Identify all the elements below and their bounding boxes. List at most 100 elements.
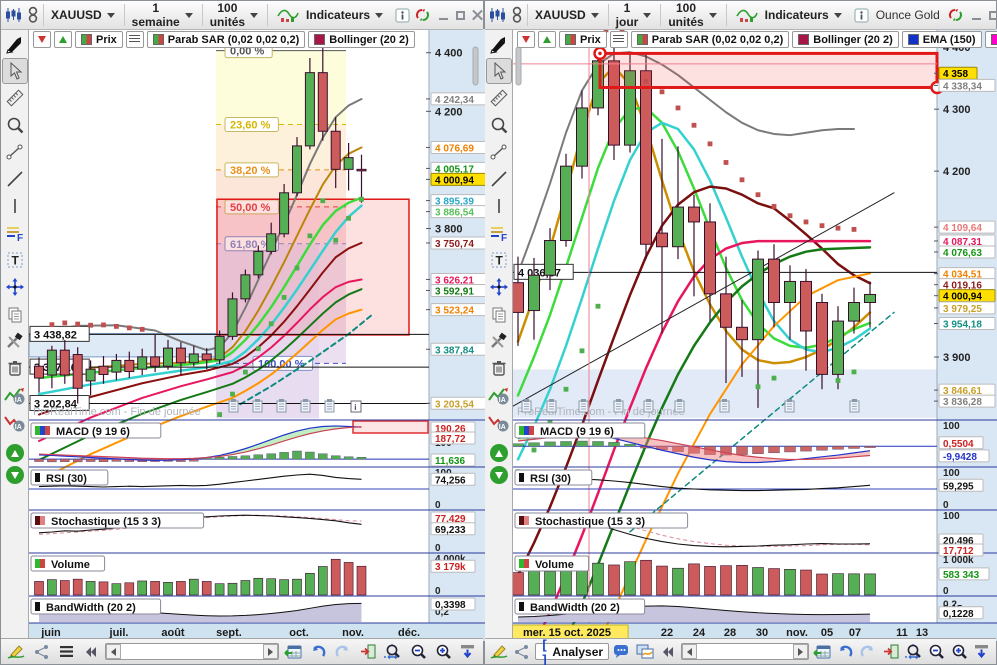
tool-segment[interactable] <box>486 139 512 165</box>
share-icon[interactable] <box>30 642 52 662</box>
badge-expand-down[interactable] <box>489 466 508 484</box>
collapse-left-icon[interactable] <box>80 642 102 662</box>
tool-ia-bullish[interactable]: IA <box>2 382 28 408</box>
tool-delete[interactable] <box>2 355 28 381</box>
tool-draw-pencil[interactable] <box>2 31 28 57</box>
tool-trend-line[interactable] <box>486 166 512 192</box>
symbol-dropdown[interactable]: XAUUSD <box>43 4 122 26</box>
timeframe-dropdown[interactable]: 1 jour <box>607 1 659 29</box>
legend-chip[interactable]: Bollinger (20 2) <box>308 31 415 48</box>
legend-chip[interactable]: EMA (150) <box>901 31 982 48</box>
highlight-pencil-icon[interactable] <box>489 642 509 662</box>
scroll-left-button[interactable] <box>681 644 697 659</box>
tool-fibonacci[interactable]: F <box>486 220 512 246</box>
symbol-dropdown[interactable]: XAUUSD <box>527 4 606 26</box>
tool-vertical-line[interactable] <box>486 193 512 219</box>
zoom-range-icon[interactable] <box>904 642 924 662</box>
price-chart-weekly[interactable]: 0,00 %23,60 %38,20 %50,00 %61,80 %100,00… <box>1 29 485 641</box>
analyser-button[interactable]: [ ] Analyser <box>534 637 610 665</box>
tool-ia-bearish[interactable]: IA <box>2 409 28 435</box>
undo-icon[interactable] <box>307 642 329 662</box>
units-dropdown[interactable]: 100 unités <box>201 1 265 29</box>
horizontal-scrollbar[interactable] <box>680 643 810 660</box>
zoom-in-icon[interactable] <box>949 642 969 662</box>
detach-icon[interactable] <box>881 642 901 662</box>
tool-ruler[interactable] <box>2 85 28 111</box>
indicators-dropdown[interactable]: Indicateurs <box>267 4 390 26</box>
tool-delete[interactable] <box>486 355 512 381</box>
link-icon[interactable] <box>509 3 525 27</box>
scroll-left-button[interactable] <box>106 644 121 659</box>
legend-chip[interactable]: Bollinger (20 2) <box>792 31 899 48</box>
chat-icon[interactable] <box>612 642 632 662</box>
zoom-in-icon[interactable] <box>432 642 454 662</box>
windows-icon[interactable] <box>635 642 655 662</box>
tool-fibonacci[interactable]: F <box>2 220 28 246</box>
tool-settings[interactable] <box>486 328 512 354</box>
tool-trend-line[interactable] <box>2 166 28 192</box>
share-icon[interactable] <box>512 642 532 662</box>
calendar-icon[interactable] <box>282 642 304 662</box>
refresh-icon[interactable] <box>413 3 432 27</box>
tool-move[interactable] <box>2 274 28 300</box>
zoom-out-icon[interactable] <box>926 642 946 662</box>
legend-chip[interactable]: Prix <box>559 31 607 48</box>
tool-select-cursor[interactable] <box>1 58 28 84</box>
go-to-last-icon[interactable] <box>457 642 479 662</box>
candlestick-style-icon[interactable] <box>4 3 23 27</box>
go-to-last-icon[interactable] <box>972 642 992 662</box>
minimize-button[interactable] <box>438 10 449 21</box>
close-button[interactable] <box>472 10 483 21</box>
arrow-up-icon[interactable] <box>538 31 556 48</box>
arrow-down-icon[interactable] <box>517 31 535 48</box>
tool-move[interactable] <box>486 274 512 300</box>
units-dropdown[interactable]: 100 unités <box>660 1 723 29</box>
arrow-down-icon[interactable] <box>33 31 51 48</box>
scroll-right-button[interactable] <box>263 644 278 659</box>
legend-chip[interactable]: Parab SAR (0,02 0,02 0,2) <box>630 31 790 48</box>
tool-zoom[interactable] <box>486 112 512 138</box>
maximize-button[interactable] <box>455 10 466 21</box>
info-icon[interactable] <box>853 3 870 27</box>
tool-segment[interactable] <box>2 139 28 165</box>
candlestick-style-icon[interactable] <box>488 3 507 27</box>
detach-icon[interactable] <box>357 642 379 662</box>
zoom-out-icon[interactable] <box>407 642 429 662</box>
minimize-button[interactable] <box>971 10 982 21</box>
tool-select-cursor[interactable] <box>485 58 512 84</box>
tool-ruler[interactable] <box>486 85 512 111</box>
legend-chip[interactable]: Prix <box>75 31 123 48</box>
tool-duplicate[interactable] <box>486 301 512 327</box>
arrow-up-icon[interactable] <box>54 31 72 48</box>
tool-settings[interactable] <box>2 328 28 354</box>
redo-icon[interactable] <box>858 642 878 662</box>
scroll-right-button[interactable] <box>793 644 809 659</box>
collapse-left-icon[interactable] <box>658 642 678 662</box>
menu-icon[interactable] <box>55 642 77 662</box>
list-icon[interactable] <box>609 31 628 48</box>
link-icon[interactable] <box>25 3 41 27</box>
zoom-range-icon[interactable] <box>382 642 404 662</box>
horizontal-scrollbar[interactable] <box>105 643 279 660</box>
badge-expand-up[interactable] <box>489 444 508 462</box>
tool-vertical-line[interactable] <box>2 193 28 219</box>
legend-chip[interactable]: Parab SAR (0,02 0,02 0,2) <box>146 31 306 48</box>
tool-zoom[interactable] <box>2 112 28 138</box>
badge-expand-up[interactable] <box>5 444 24 462</box>
badge-expand-down[interactable] <box>5 466 24 484</box>
refresh-icon[interactable] <box>946 3 965 27</box>
maximize-button[interactable] <box>988 10 997 21</box>
info-icon[interactable] <box>394 3 411 27</box>
legend-chip[interactable] <box>984 31 997 48</box>
highlight-pencil-icon[interactable] <box>5 642 27 662</box>
tool-ia-bearish[interactable]: IA <box>486 409 512 435</box>
tool-text[interactable]: T <box>486 247 512 273</box>
tool-draw-pencil[interactable] <box>486 31 512 57</box>
timeframe-dropdown[interactable]: 1 semaine <box>123 1 200 29</box>
calendar-icon[interactable] <box>812 642 832 662</box>
undo-icon[interactable] <box>835 642 855 662</box>
indicators-dropdown[interactable]: Indicateurs <box>725 4 849 26</box>
redo-icon[interactable] <box>332 642 354 662</box>
tool-ia-bullish[interactable]: IA <box>486 382 512 408</box>
